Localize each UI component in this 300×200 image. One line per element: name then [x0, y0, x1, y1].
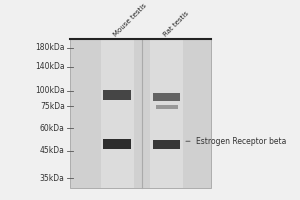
- Text: 180kDa: 180kDa: [35, 43, 65, 52]
- FancyBboxPatch shape: [103, 90, 131, 100]
- Text: Estrogen Receptor beta: Estrogen Receptor beta: [186, 137, 286, 146]
- Text: Rat testis: Rat testis: [162, 10, 190, 38]
- FancyBboxPatch shape: [100, 39, 134, 188]
- FancyBboxPatch shape: [103, 139, 131, 149]
- Text: 75kDa: 75kDa: [40, 102, 65, 111]
- Text: Mouse testis: Mouse testis: [113, 2, 148, 38]
- FancyBboxPatch shape: [156, 105, 178, 109]
- Text: 100kDa: 100kDa: [35, 86, 65, 95]
- Text: 45kDa: 45kDa: [40, 146, 65, 155]
- FancyBboxPatch shape: [150, 39, 183, 188]
- FancyBboxPatch shape: [70, 39, 211, 188]
- FancyBboxPatch shape: [153, 140, 180, 149]
- Text: 60kDa: 60kDa: [40, 124, 65, 133]
- FancyBboxPatch shape: [153, 93, 180, 101]
- Text: 140kDa: 140kDa: [35, 62, 65, 71]
- Text: 35kDa: 35kDa: [40, 174, 65, 183]
